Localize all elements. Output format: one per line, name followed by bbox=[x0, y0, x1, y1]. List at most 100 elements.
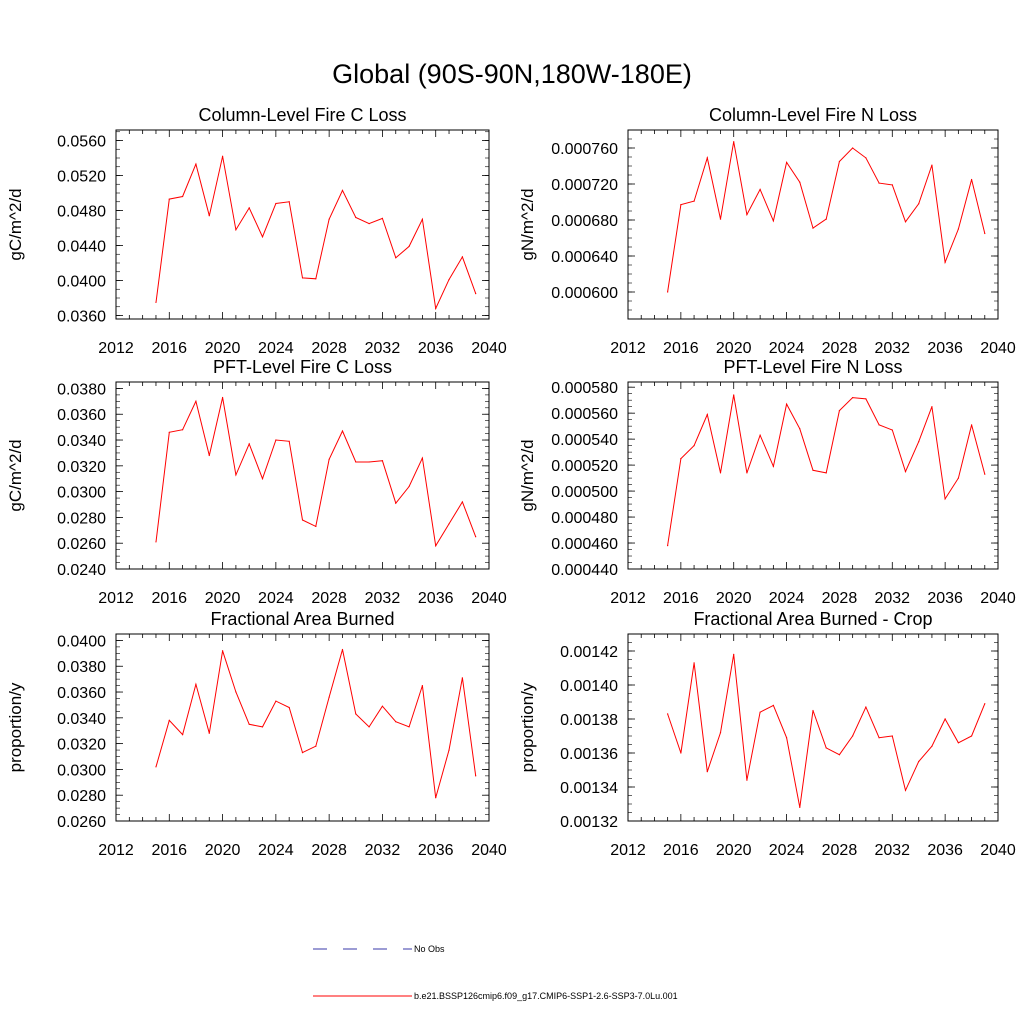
data-point bbox=[235, 691, 237, 693]
data-point bbox=[208, 732, 210, 734]
data-point bbox=[195, 683, 197, 685]
x-tick-label: 2024 bbox=[769, 842, 805, 859]
data-point bbox=[667, 713, 669, 715]
data-point bbox=[706, 413, 708, 416]
y-tick-label: 0.0300 bbox=[57, 485, 106, 502]
x-tick-label: 2020 bbox=[205, 340, 241, 357]
data-point bbox=[395, 257, 397, 259]
y-tick-label: 0.000500 bbox=[551, 484, 618, 501]
y-tick-label: 0.0480 bbox=[57, 204, 106, 221]
x-tick-label: 2024 bbox=[258, 340, 294, 357]
y-tick-label: 0.000720 bbox=[551, 177, 618, 194]
x-tick-label: 2032 bbox=[874, 842, 910, 859]
plot-frame bbox=[627, 129, 999, 320]
plot-frame bbox=[627, 381, 999, 570]
data-point bbox=[208, 215, 210, 217]
x-tick-label: 2012 bbox=[610, 340, 646, 357]
y-tick-label: 0.00138 bbox=[560, 712, 618, 729]
y-tick-label: 0.000460 bbox=[551, 536, 618, 553]
y-tick-label: 0.0240 bbox=[57, 562, 106, 579]
data-point bbox=[680, 204, 682, 206]
x-tick-label: 2028 bbox=[822, 590, 858, 607]
data-point bbox=[355, 713, 357, 715]
x-tick-label: 2040 bbox=[471, 842, 507, 859]
plot-frame bbox=[115, 633, 490, 822]
data-point bbox=[891, 184, 893, 186]
y-axis-label: proportion/y bbox=[518, 682, 537, 772]
data-point bbox=[904, 221, 907, 223]
x-tick-label: 2028 bbox=[822, 842, 858, 859]
data-point bbox=[395, 502, 397, 504]
data-point bbox=[408, 245, 410, 247]
data-point bbox=[168, 198, 170, 200]
x-tick-label: 2036 bbox=[927, 340, 963, 357]
x-tick-label: 2016 bbox=[663, 340, 699, 357]
data-point bbox=[315, 525, 317, 528]
data-point bbox=[341, 648, 344, 651]
x-tick-label: 2028 bbox=[822, 340, 858, 357]
data-point bbox=[261, 236, 264, 238]
x-tick-label: 2032 bbox=[874, 340, 910, 357]
series-line bbox=[667, 654, 986, 808]
data-point bbox=[904, 471, 907, 473]
y-tick-label: 0.0400 bbox=[57, 274, 106, 291]
x-tick-label: 2016 bbox=[151, 590, 187, 607]
data-point bbox=[825, 747, 827, 749]
data-point bbox=[957, 228, 959, 230]
y-axis-label: gC/m^2/d bbox=[6, 439, 25, 511]
data-point bbox=[341, 189, 344, 191]
y-axis-label: gN/m^2/d bbox=[518, 439, 537, 511]
data-point bbox=[261, 478, 264, 480]
data-point bbox=[957, 742, 959, 744]
data-point bbox=[208, 454, 210, 457]
data-point bbox=[878, 737, 880, 739]
data-point bbox=[891, 735, 893, 737]
legend: No Obs b.e21.BSSP126cmip6.f09_g17.CMIP6-… bbox=[313, 944, 678, 1001]
y-axis-label: gN/m^2/d bbox=[518, 188, 537, 260]
x-tick-label: 2032 bbox=[874, 590, 910, 607]
data-point bbox=[772, 704, 774, 707]
panel-title: Fractional Area Burned bbox=[210, 609, 394, 629]
data-point bbox=[812, 709, 814, 712]
x-tick-label: 2028 bbox=[311, 842, 347, 859]
figure-title: Global (90S-90N,180W-180E) bbox=[332, 59, 692, 89]
data-point bbox=[381, 705, 384, 707]
data-point bbox=[182, 733, 184, 736]
series-line bbox=[155, 156, 477, 311]
y-tick-label: 0.00134 bbox=[560, 780, 618, 797]
data-point bbox=[328, 218, 330, 220]
panels: Column-Level Fire C Loss gC/m^2/d 2012 2016… bbox=[6, 105, 1016, 859]
data-point bbox=[155, 541, 157, 543]
data-point bbox=[746, 779, 748, 781]
data-point bbox=[475, 775, 477, 777]
x-tick-label: 2024 bbox=[769, 340, 805, 357]
data-point bbox=[301, 752, 304, 754]
y-tick-label: 0.000440 bbox=[551, 562, 618, 579]
panel-title: Fractional Area Burned - Crop bbox=[693, 609, 932, 629]
y-tick-label: 0.0260 bbox=[57, 536, 106, 553]
data-point bbox=[475, 536, 477, 538]
data-point bbox=[746, 214, 748, 216]
panel-title: PFT-Level Fire N Loss bbox=[723, 357, 902, 377]
x-tick-label: 2036 bbox=[927, 590, 963, 607]
data-point bbox=[221, 396, 224, 399]
data-point bbox=[918, 203, 920, 205]
data-point bbox=[275, 202, 277, 205]
panel-pft-level-fire-c-loss: PFT-Level Fire C Loss gC/m^2/d 2012 2016 202… bbox=[6, 357, 507, 607]
data-point bbox=[693, 200, 695, 202]
panel-title: Column-Level Fire N Loss bbox=[709, 105, 917, 125]
data-point bbox=[667, 545, 669, 547]
y-tick-label: 0.000520 bbox=[551, 458, 618, 475]
y-tick-label: 0.000580 bbox=[551, 380, 618, 397]
data-point bbox=[248, 443, 250, 445]
data-point bbox=[984, 473, 986, 475]
x-tick-label: 2016 bbox=[663, 842, 699, 859]
series-line bbox=[155, 649, 477, 798]
y-tick-label: 0.0340 bbox=[57, 711, 106, 728]
y-tick-label: 0.000760 bbox=[551, 141, 618, 158]
data-point bbox=[785, 403, 788, 405]
x-tick-label: 2016 bbox=[151, 842, 187, 859]
plot-frame bbox=[115, 381, 490, 570]
data-point bbox=[719, 732, 722, 734]
y-tick-label: 0.00132 bbox=[560, 814, 618, 831]
